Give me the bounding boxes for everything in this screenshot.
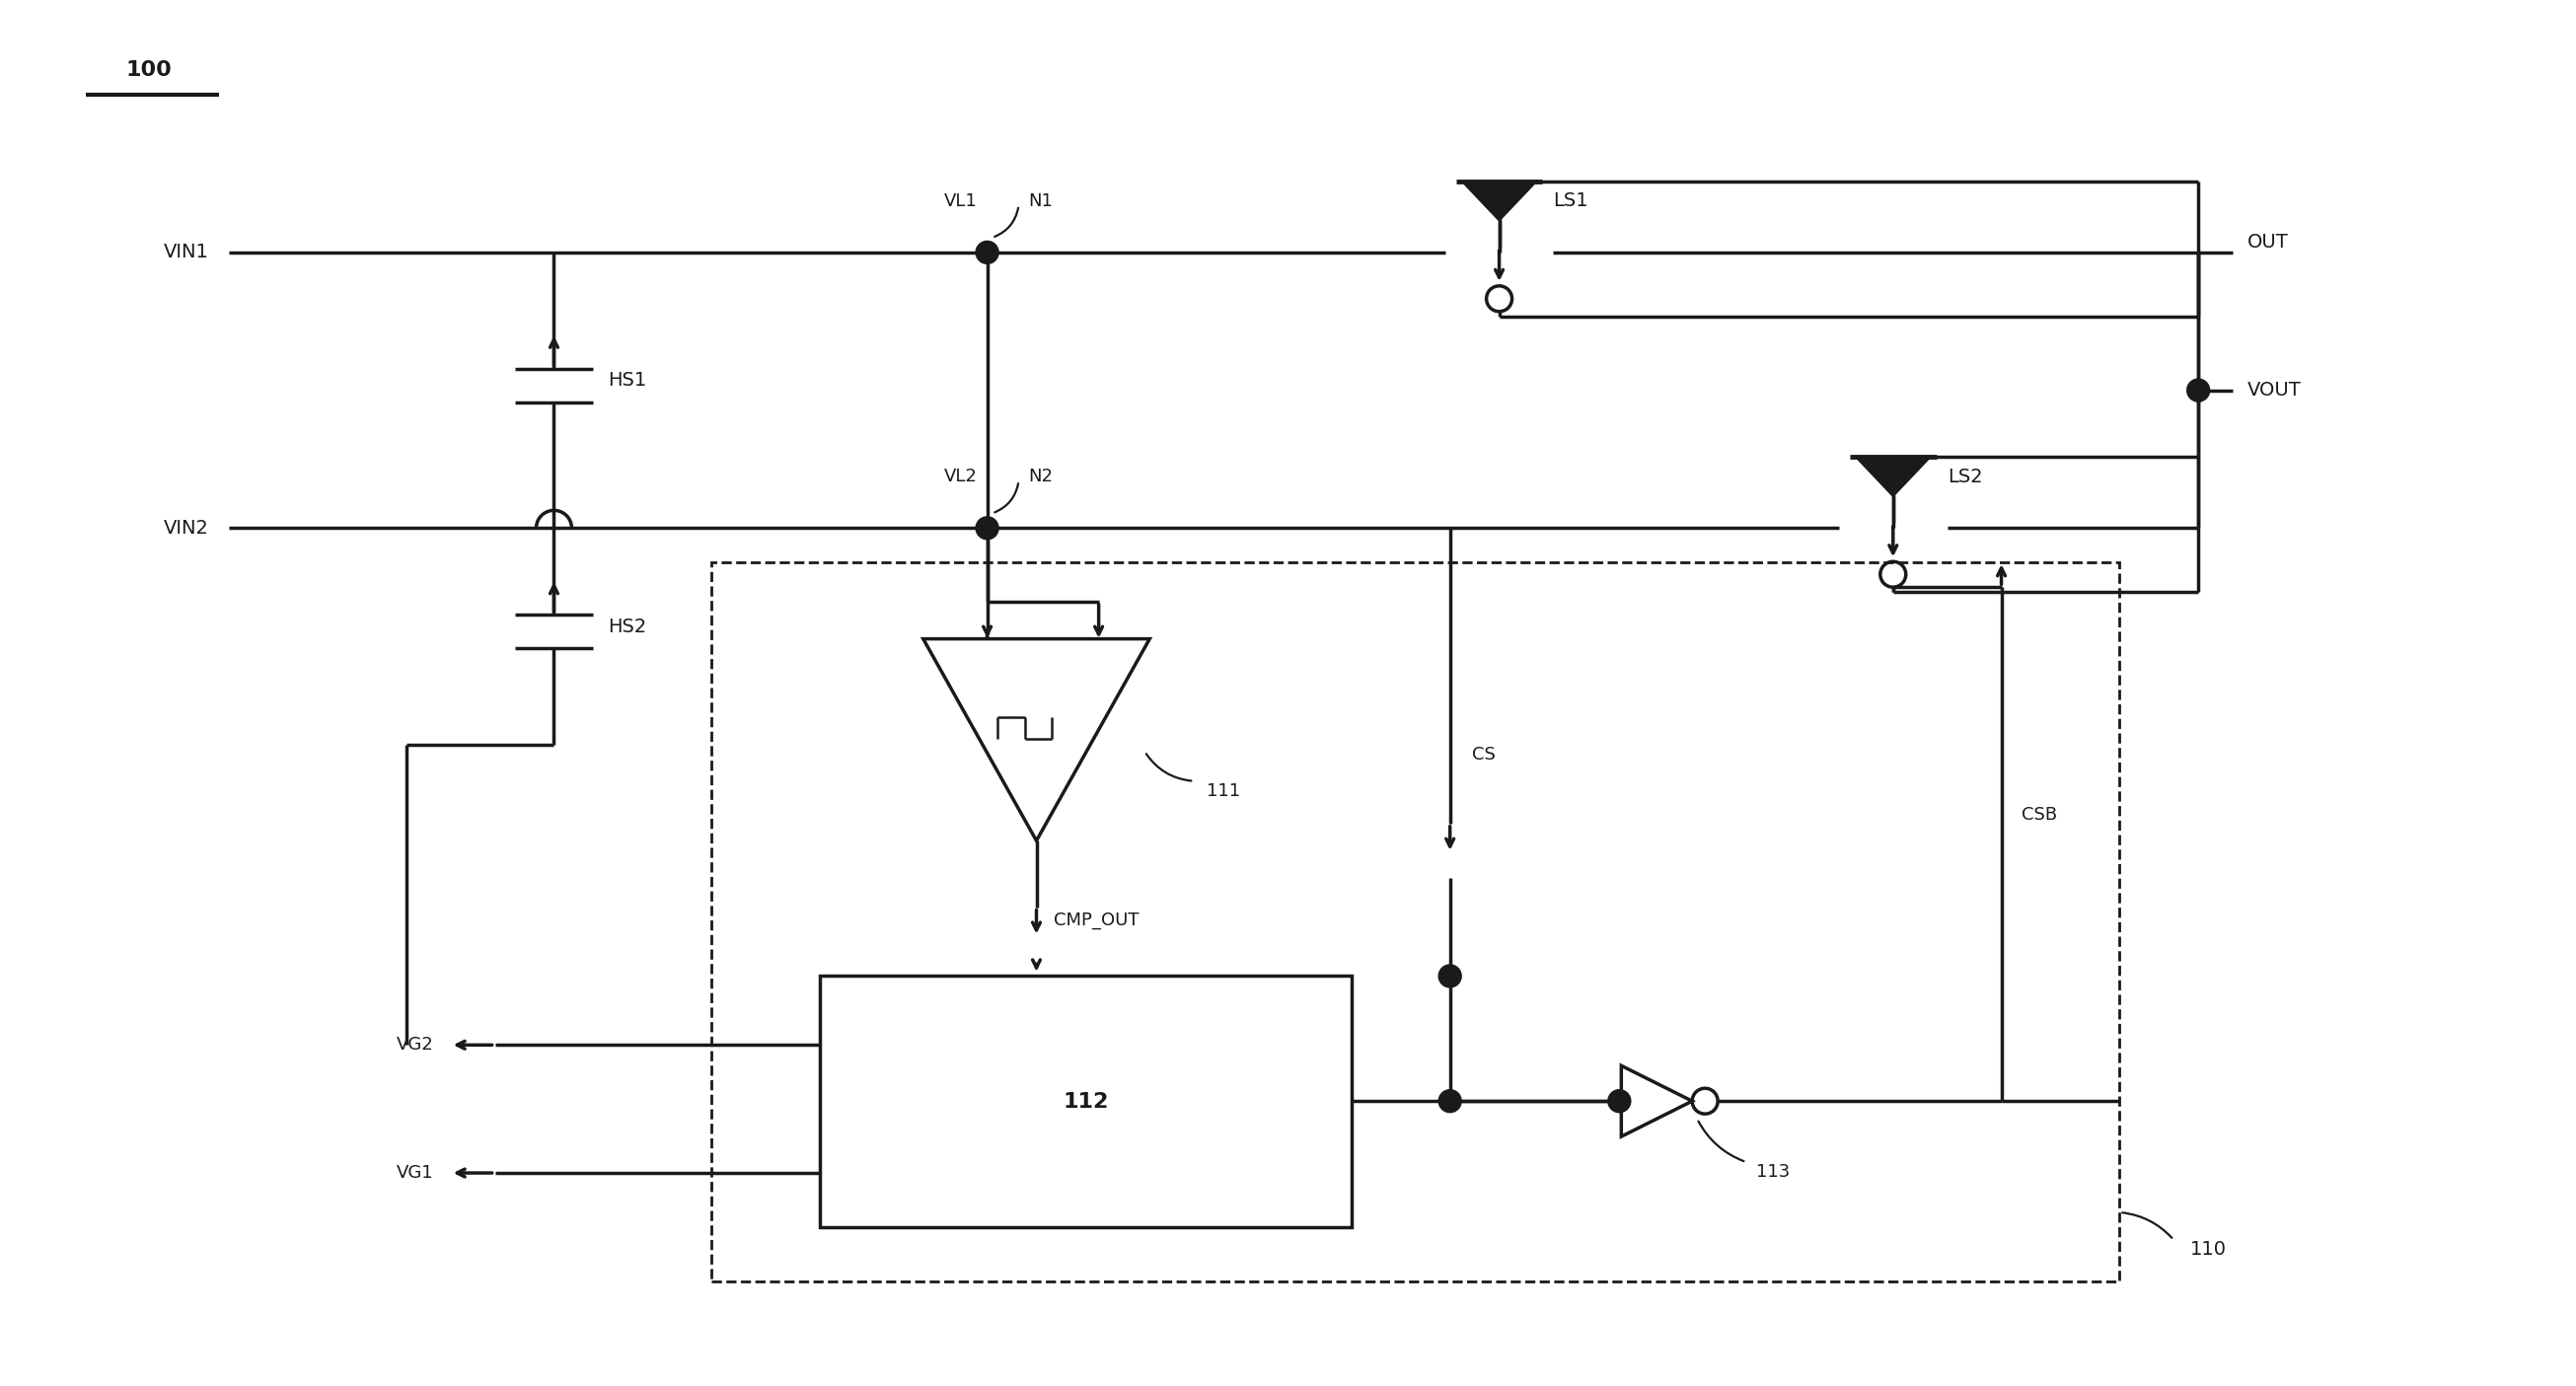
Text: LS2: LS2 <box>1947 467 1984 486</box>
Text: VOUT: VOUT <box>2246 381 2300 399</box>
Circle shape <box>2187 378 2210 402</box>
Text: VL2: VL2 <box>943 468 976 485</box>
Text: HS1: HS1 <box>608 371 647 389</box>
Text: CSB: CSB <box>2022 805 2056 823</box>
Text: LS1: LS1 <box>1553 191 1589 211</box>
Circle shape <box>976 517 999 539</box>
Text: VG1: VG1 <box>397 1164 433 1182</box>
Text: HS2: HS2 <box>608 617 647 636</box>
Circle shape <box>976 241 999 263</box>
FancyBboxPatch shape <box>819 976 1352 1227</box>
Text: OUT: OUT <box>2246 233 2287 252</box>
Text: CS: CS <box>1319 1124 1345 1142</box>
Polygon shape <box>1461 182 1538 220</box>
Text: CS: CS <box>1471 746 1494 764</box>
Circle shape <box>1437 1089 1461 1113</box>
Text: 113: 113 <box>1757 1163 1790 1181</box>
Polygon shape <box>1855 457 1929 496</box>
Text: CMP_OUT: CMP_OUT <box>1054 911 1139 929</box>
Text: VG2: VG2 <box>397 1037 433 1053</box>
Text: 111: 111 <box>1206 782 1242 800</box>
Circle shape <box>1437 965 1461 987</box>
Text: N1: N1 <box>1028 193 1054 211</box>
Circle shape <box>1607 1089 1631 1113</box>
Text: 112: 112 <box>1064 1092 1108 1112</box>
Text: N2: N2 <box>1028 468 1054 485</box>
Text: 100: 100 <box>126 61 173 80</box>
Text: VIN1: VIN1 <box>165 243 209 262</box>
Text: VL1: VL1 <box>943 193 976 211</box>
Text: VIN2: VIN2 <box>165 518 209 538</box>
Text: 110: 110 <box>2190 1240 2226 1258</box>
